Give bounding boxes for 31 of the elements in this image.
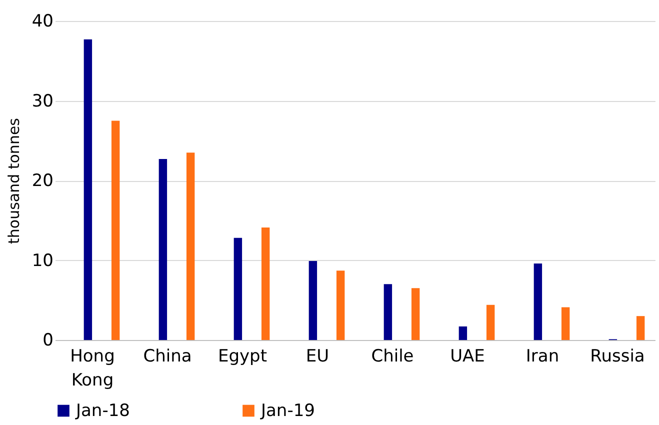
x-tick-label: Egypt <box>218 346 268 366</box>
y-tick-label: 40 <box>32 12 54 32</box>
x-tick-label: Chile <box>371 346 414 366</box>
y-axis-title: thousand tonnes <box>4 118 23 244</box>
bar <box>308 261 318 340</box>
x-tick-label: Iran <box>526 346 560 366</box>
y-tick-label: 30 <box>32 91 54 112</box>
bar <box>384 284 392 340</box>
bar <box>561 307 570 340</box>
bar <box>486 304 495 340</box>
bar <box>636 316 645 340</box>
bar <box>111 120 120 340</box>
bar <box>336 270 345 340</box>
bar <box>158 158 168 340</box>
legend-label: Jan-19 <box>260 400 315 421</box>
y-tick-label: 0 <box>42 330 54 350</box>
bar <box>186 152 195 340</box>
bar <box>534 263 542 340</box>
bar <box>84 39 92 340</box>
x-tick-label: UAE <box>450 346 485 366</box>
bar <box>458 326 468 340</box>
x-tick-label: Russia <box>590 346 645 366</box>
bar <box>234 238 242 340</box>
y-tick-label: 10 <box>32 250 54 271</box>
x-tick-label: Hong Kong <box>70 346 115 390</box>
legend-label: Jan-18 <box>75 400 130 421</box>
bar <box>411 288 420 340</box>
bar <box>261 228 270 340</box>
y-tick-label: 20 <box>32 171 54 191</box>
x-tick-label: China <box>143 346 192 366</box>
x-tick-label: EU <box>306 346 330 366</box>
